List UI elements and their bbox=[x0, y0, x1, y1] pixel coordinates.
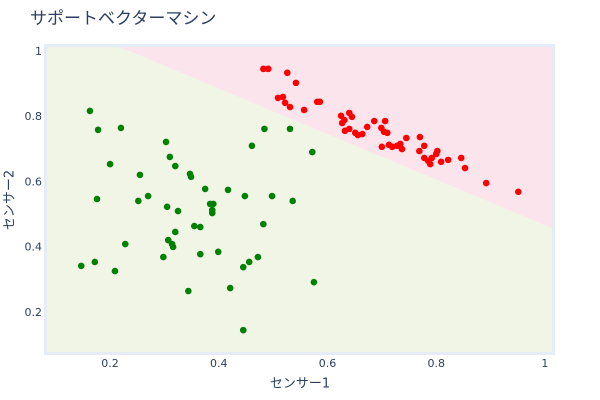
point bbox=[187, 173, 195, 181]
point bbox=[268, 192, 276, 200]
point bbox=[166, 153, 174, 161]
point bbox=[91, 258, 99, 266]
point bbox=[308, 148, 316, 156]
point bbox=[106, 160, 114, 168]
x-tick-label: 0.4 bbox=[210, 357, 228, 370]
point bbox=[437, 158, 445, 166]
point bbox=[286, 125, 294, 133]
point bbox=[341, 127, 349, 135]
point bbox=[416, 133, 424, 141]
point bbox=[426, 160, 434, 168]
point bbox=[370, 117, 378, 125]
y-axis-title: センサー2 bbox=[3, 170, 18, 230]
x-tick-label: 1 bbox=[541, 357, 548, 370]
point bbox=[416, 147, 423, 155]
x-tick-label: 0.8 bbox=[427, 357, 445, 370]
point bbox=[201, 185, 209, 193]
point bbox=[260, 220, 267, 228]
point bbox=[482, 179, 490, 187]
point bbox=[239, 263, 247, 271]
point bbox=[381, 117, 389, 125]
point bbox=[279, 93, 287, 101]
point bbox=[208, 209, 216, 217]
point bbox=[292, 79, 300, 87]
point bbox=[245, 258, 253, 266]
point bbox=[341, 116, 348, 124]
point bbox=[210, 200, 217, 208]
point bbox=[174, 207, 182, 215]
x-tick-label: 0.2 bbox=[101, 357, 119, 370]
point bbox=[397, 140, 404, 148]
point bbox=[264, 65, 272, 73]
point bbox=[420, 142, 428, 150]
point bbox=[214, 248, 222, 256]
point bbox=[398, 145, 406, 153]
region-upper bbox=[119, 47, 552, 229]
point bbox=[274, 94, 282, 102]
y-tick-label: 0.2 bbox=[25, 306, 43, 319]
x-tick-label: 0.6 bbox=[319, 357, 337, 370]
point bbox=[403, 134, 410, 142]
point bbox=[77, 262, 85, 270]
point bbox=[514, 188, 522, 196]
point bbox=[281, 99, 289, 107]
point bbox=[348, 113, 356, 121]
point bbox=[444, 156, 452, 164]
point bbox=[239, 326, 247, 334]
point bbox=[316, 98, 324, 106]
point bbox=[94, 126, 102, 134]
point bbox=[196, 250, 204, 258]
point bbox=[163, 203, 171, 211]
y-tick-label: 0.4 bbox=[25, 241, 43, 254]
point bbox=[185, 287, 192, 295]
point bbox=[310, 278, 318, 286]
point bbox=[93, 195, 101, 203]
point bbox=[289, 197, 297, 205]
point bbox=[226, 284, 234, 292]
point bbox=[283, 69, 291, 77]
point bbox=[248, 142, 256, 150]
point bbox=[86, 107, 94, 115]
point bbox=[162, 138, 170, 146]
point bbox=[224, 186, 232, 194]
point bbox=[254, 253, 262, 261]
point bbox=[363, 123, 371, 131]
y-tick-label: 0.6 bbox=[25, 175, 43, 188]
point bbox=[286, 103, 294, 111]
y-tick-label: 1 bbox=[35, 45, 42, 58]
x-axis-title: センサー1 bbox=[270, 377, 330, 392]
point bbox=[261, 125, 268, 133]
point bbox=[136, 171, 144, 179]
point bbox=[457, 154, 465, 162]
chart-title: サポートベクターマシン bbox=[30, 9, 216, 29]
point bbox=[354, 131, 362, 139]
point bbox=[196, 223, 204, 231]
point bbox=[111, 267, 119, 275]
point bbox=[169, 243, 177, 251]
point bbox=[135, 197, 142, 205]
point bbox=[171, 228, 179, 236]
point bbox=[117, 124, 125, 132]
point bbox=[191, 222, 198, 230]
y-tick-label: 0.8 bbox=[25, 110, 43, 123]
point bbox=[378, 143, 386, 151]
point bbox=[260, 65, 267, 73]
point bbox=[241, 192, 249, 200]
point bbox=[380, 128, 388, 136]
point bbox=[434, 147, 441, 155]
point bbox=[428, 154, 436, 162]
point bbox=[121, 240, 129, 248]
point bbox=[461, 164, 469, 172]
point bbox=[144, 192, 152, 200]
point bbox=[160, 253, 167, 261]
point bbox=[300, 106, 308, 114]
point bbox=[388, 143, 396, 151]
point bbox=[171, 162, 179, 170]
